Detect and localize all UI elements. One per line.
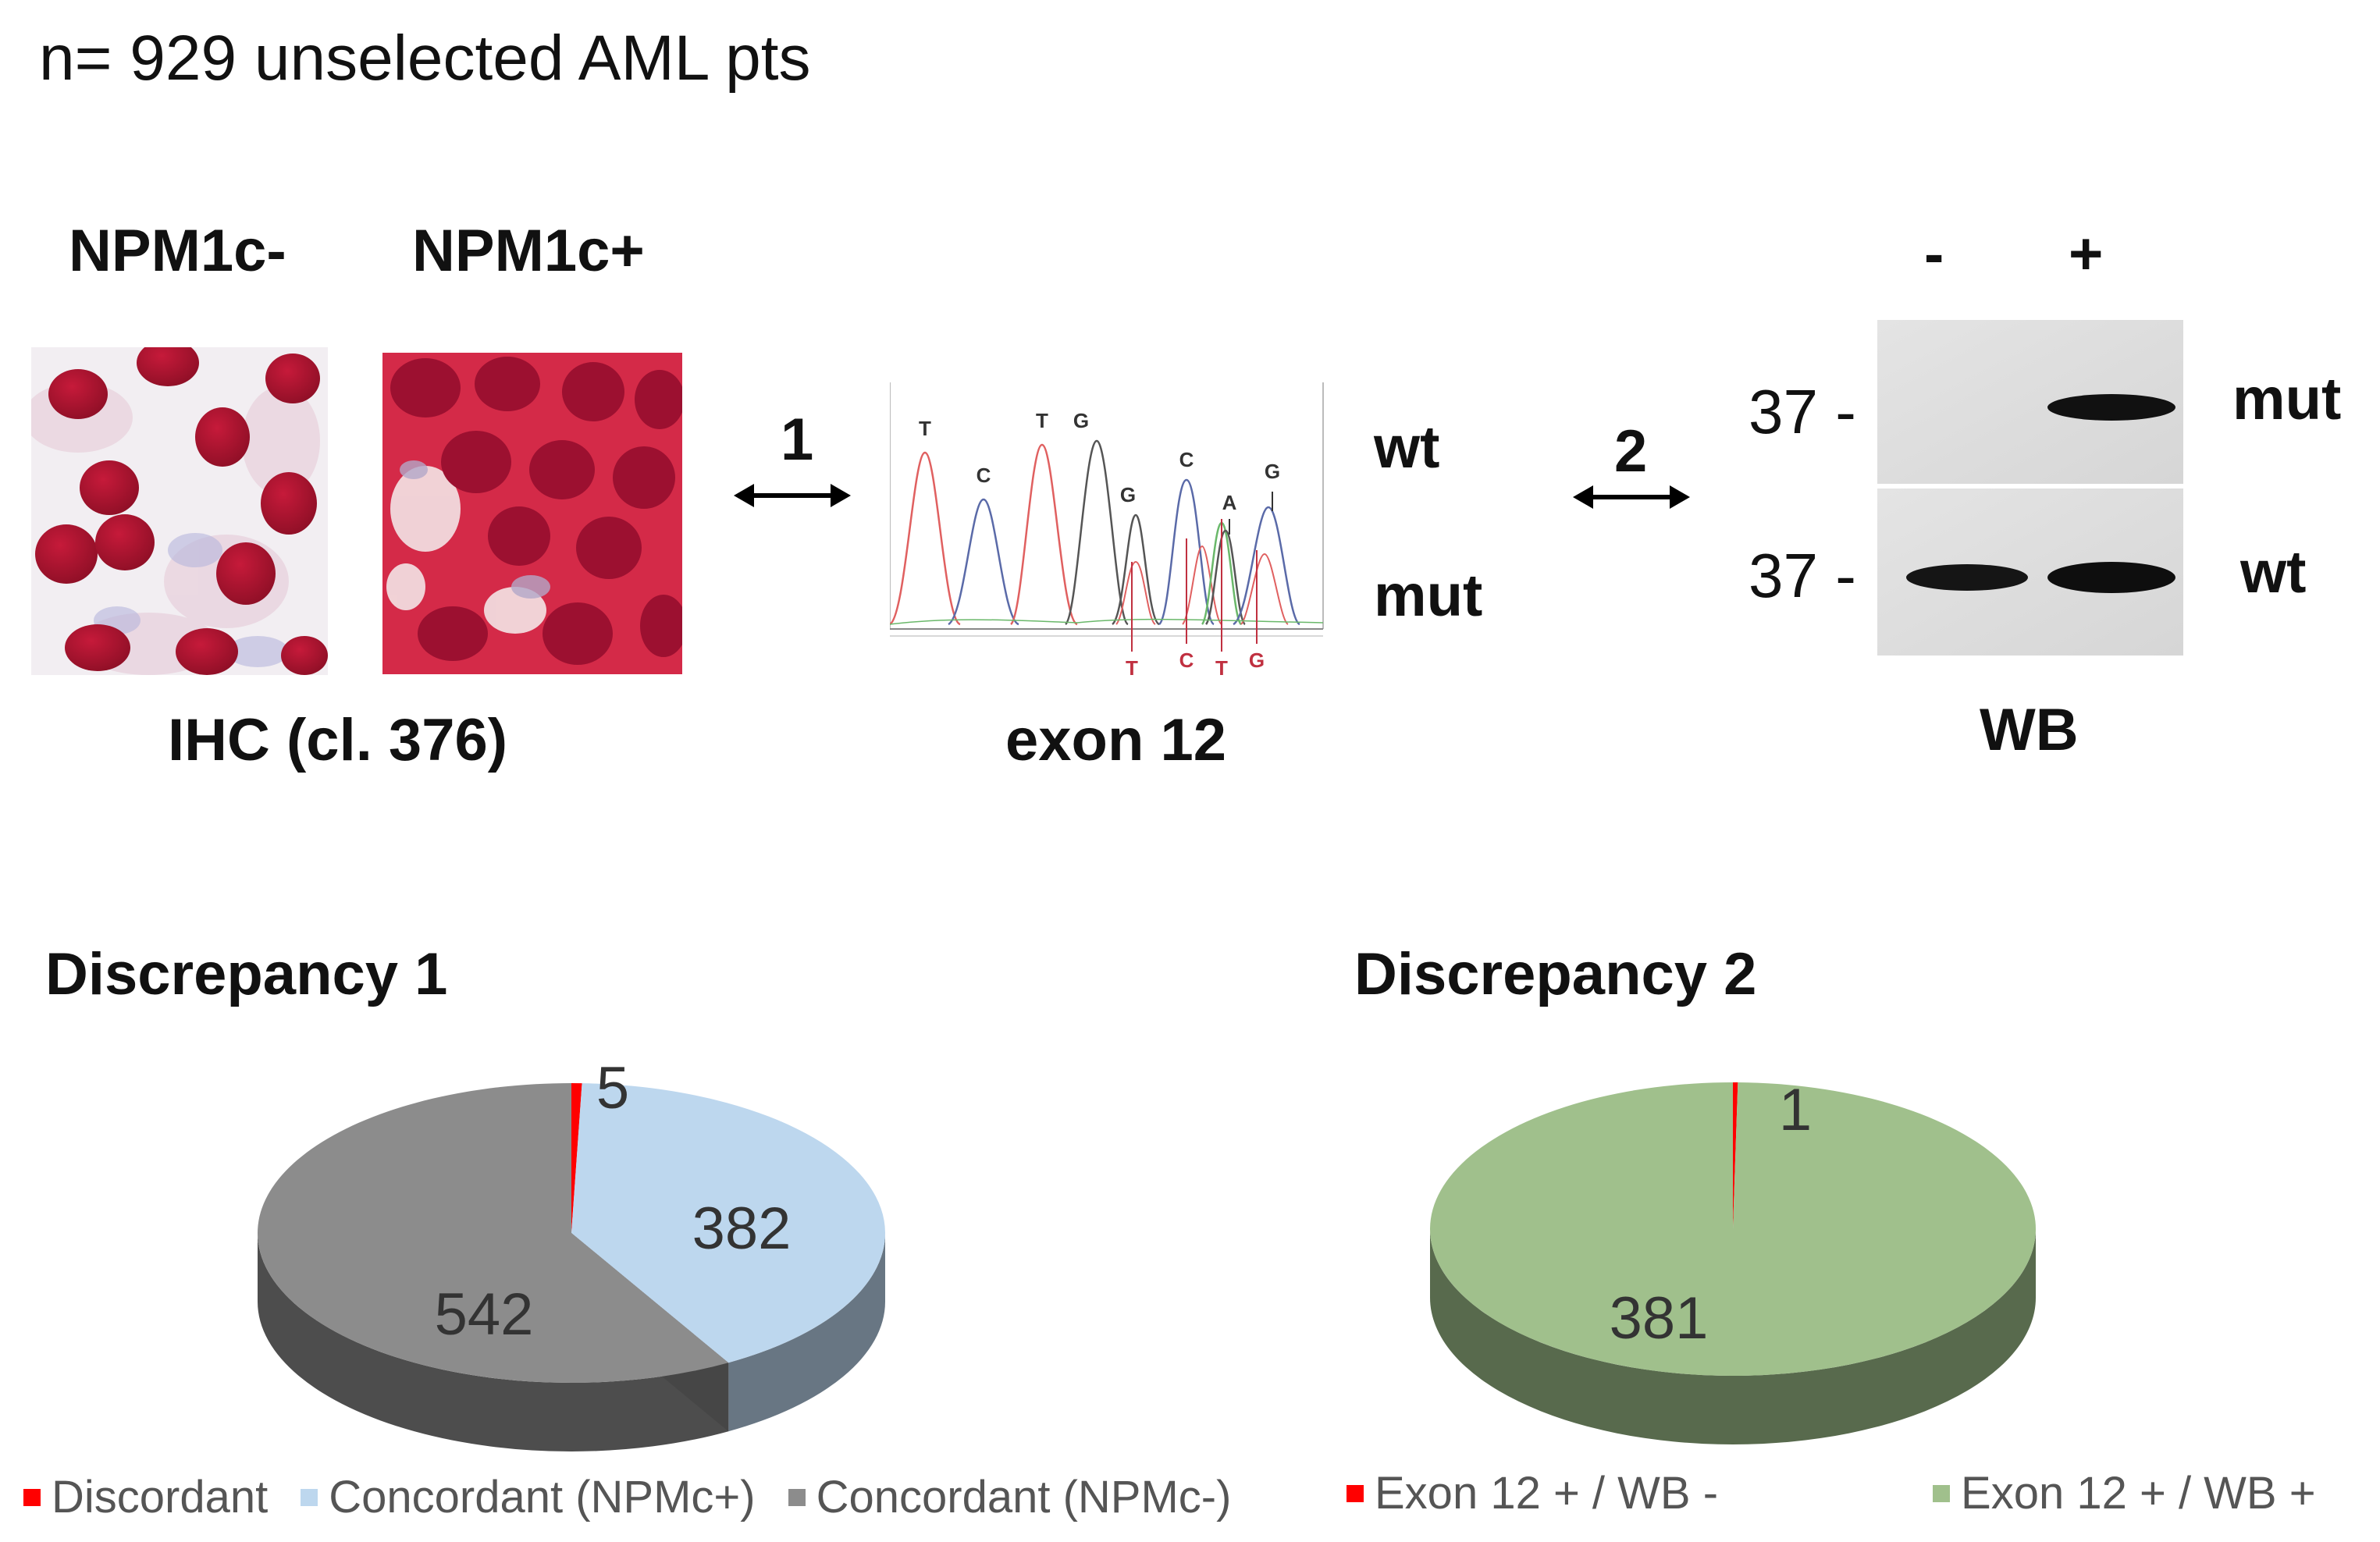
- pie-slice: [258, 1083, 729, 1383]
- arrow-2-label: 2: [1614, 418, 1648, 485]
- base-top: T: [1036, 409, 1048, 432]
- chart1-legend: Discordant Concordant (NPMc+) Concordant…: [23, 1471, 1231, 1523]
- chart1-title: Discrepancy 1: [45, 941, 448, 1007]
- wb-band-wt-positive: [2047, 562, 2175, 593]
- legend-item: Concordant (NPMc-): [788, 1471, 1232, 1523]
- base-top: A: [1222, 491, 1237, 514]
- wb-marker-top: 37 -: [1749, 377, 1856, 446]
- legend-swatch: [301, 1488, 318, 1506]
- base-bottom: T: [1126, 656, 1138, 680]
- ihc-label-negative: NPM1c-: [69, 218, 286, 284]
- legend-label: Discordant: [52, 1472, 269, 1522]
- pie-data-label: 382: [692, 1196, 792, 1262]
- legend-item: Exon 12 + / WB +: [1933, 1467, 2316, 1519]
- wb-lane-positive: +: [2069, 221, 2104, 287]
- seq-wt-label: wt: [1374, 414, 1440, 481]
- pie-chart-2: 1 381: [1429, 1077, 2036, 1444]
- base-top: C: [1179, 448, 1194, 471]
- ihc-caption: IHC (cl. 376): [168, 707, 508, 773]
- pie-data-label: 5: [596, 1061, 629, 1121]
- pie-data-label: 1: [1779, 1077, 1812, 1143]
- sequencing-caption: exon 12: [1005, 707, 1227, 773]
- legend-item: Concordant (NPMc+): [301, 1471, 756, 1523]
- arrow-1-label: 1: [781, 407, 814, 473]
- chromatogram: T C T G G C A G T C T G: [890, 382, 1324, 680]
- wb-band-mut-positive: [2047, 394, 2175, 421]
- pie-slice-side: [728, 1233, 885, 1432]
- legend-item: Exon 12 + / WB -: [1347, 1467, 1718, 1519]
- pie-slice: [1429, 1082, 2036, 1376]
- wb-mut-label: mut: [2232, 366, 2342, 432]
- base-top: G: [1073, 409, 1089, 432]
- chart2-legend: Exon 12 + / WB - Exon 12 + / WB +: [1347, 1467, 2316, 1519]
- legend-label: Exon 12 + / WB +: [1961, 1468, 2316, 1519]
- seq-mut-label: mut: [1374, 563, 1483, 629]
- legend-swatch: [1933, 1484, 1951, 1502]
- western-blot-image: [1877, 320, 2183, 656]
- base-top: G: [1265, 460, 1280, 483]
- pie-slice: [571, 1083, 885, 1363]
- base-bottom: T: [1215, 656, 1228, 680]
- base-top: C: [977, 464, 991, 487]
- base-bottom: C: [1179, 648, 1194, 672]
- pie-chart-1: 5 382 542: [258, 1061, 885, 1451]
- legend-item: Discordant: [23, 1471, 268, 1523]
- wb-band-wt-negative: [1906, 564, 2028, 591]
- wb-lane-negative: -: [1924, 221, 1944, 287]
- base-top: T: [919, 417, 931, 440]
- legend-swatch: [788, 1488, 806, 1506]
- wb-caption: WB: [1980, 697, 2079, 763]
- ihc-label-positive: NPM1c+: [412, 218, 645, 284]
- double-arrow-2-icon: [1573, 485, 1690, 509]
- pie-slice: [1733, 1082, 1738, 1229]
- wb-wt-label: wt: [2240, 539, 2307, 606]
- base-top: G: [1120, 483, 1136, 506]
- ihc-image-negative: [31, 347, 328, 675]
- ihc-image-positive: [382, 353, 682, 674]
- legend-swatch: [1347, 1484, 1364, 1502]
- pie-slice-side: [1430, 1229, 2036, 1444]
- legend-label: Concordant (NPMc+): [329, 1472, 756, 1522]
- chart2-title: Discrepancy 2: [1354, 941, 1757, 1007]
- base-bottom: G: [1249, 648, 1265, 672]
- legend-label: Exon 12 + / WB -: [1375, 1468, 1719, 1519]
- pie-slice: [571, 1083, 582, 1233]
- legend-label: Concordant (NPMc-): [816, 1472, 1232, 1522]
- pie-data-label: 542: [435, 1281, 534, 1348]
- wb-marker-bottom: 37 -: [1749, 541, 1856, 610]
- double-arrow-1-icon: [734, 484, 851, 507]
- pie-data-label: 381: [1610, 1285, 1709, 1352]
- legend-swatch: [23, 1488, 41, 1506]
- pie-slice-side: [258, 1233, 729, 1451]
- page-title: n= 929 unselected AML pts: [39, 23, 811, 94]
